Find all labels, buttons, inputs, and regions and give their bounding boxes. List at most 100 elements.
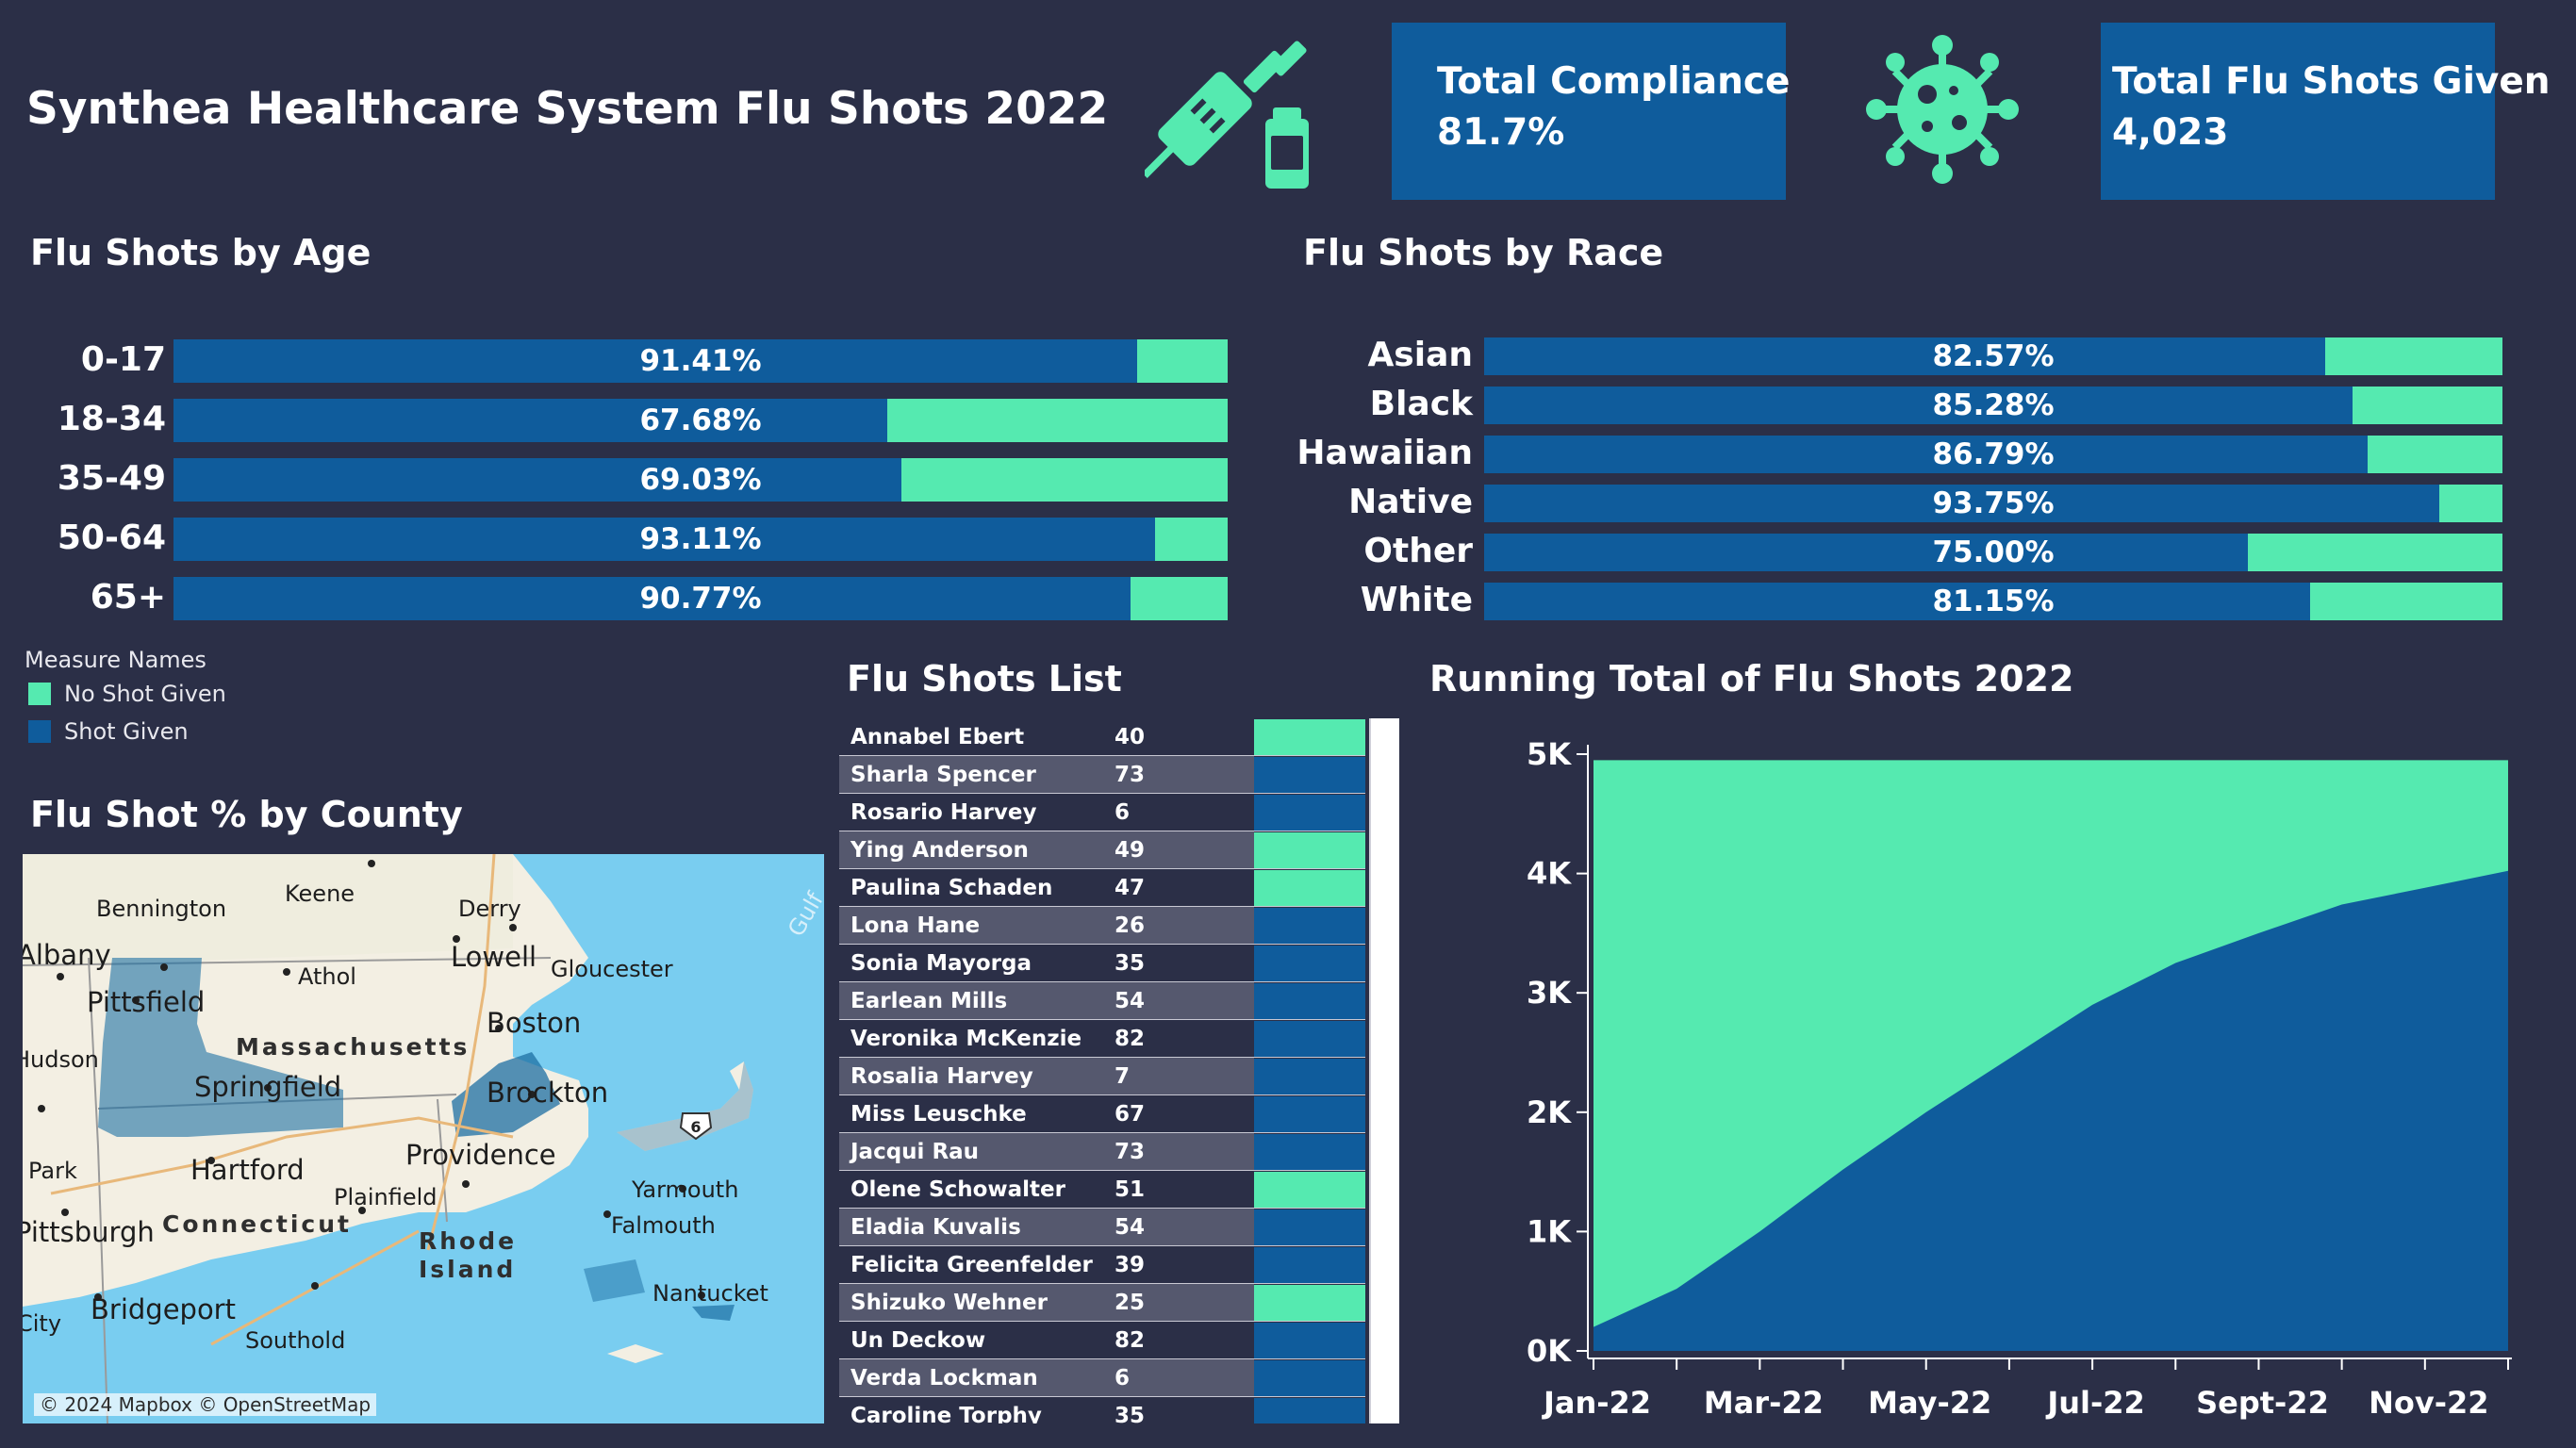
flu-shots-table[interactable]: Annabel Ebert 40 Sharla Spencer 73 Rosario H… — [839, 718, 1401, 1423]
map-label-park: Park — [28, 1158, 77, 1184]
map-label-keene: Keene — [285, 880, 355, 907]
county-dukes[interactable] — [584, 1259, 645, 1302]
patient-name: Miss Leuschke — [850, 1102, 1027, 1127]
table-row[interactable]: Eladia Kuvalis 54 — [839, 1209, 1401, 1246]
bar-no-shot-given[interactable]: 90.77% — [173, 577, 1228, 620]
shot-given-cell — [1254, 1360, 1365, 1396]
bar-no-shot-given[interactable]: 91.41% — [173, 339, 1228, 383]
county-barnstable[interactable] — [617, 1061, 753, 1151]
row-divider — [839, 1358, 1365, 1359]
bar-value-label: 75.00% — [1932, 535, 2055, 569]
table-row[interactable]: Earlean Mills 54 — [839, 982, 1401, 1020]
bar-no-shot-given[interactable]: 86.79% — [1484, 436, 2502, 473]
table-row[interactable]: Lona Hane 26 — [839, 907, 1401, 945]
y-tick-label: 1K — [1527, 1213, 1572, 1249]
x-tick-label: Jul-22 — [2045, 1385, 2144, 1421]
patient-name: Rosario Harvey — [850, 800, 1037, 825]
bar-shot-given[interactable] — [1484, 337, 2325, 375]
row-divider — [839, 1396, 1365, 1397]
bar-no-shot-given[interactable]: 85.28% — [1484, 387, 2502, 424]
legend-swatch-shot-given — [28, 720, 51, 743]
table-row[interactable]: Olene Schowalter 51 — [839, 1171, 1401, 1209]
table-row[interactable]: Annabel Ebert 40 — [839, 718, 1401, 756]
map-label-yarmouth: Yarmouth — [632, 1176, 739, 1203]
county-map[interactable]: 6 Bennington Keene Derry Albany Lowell G… — [23, 854, 824, 1423]
patient-age: 54 — [1115, 989, 1146, 1013]
bar-shot-given[interactable] — [173, 339, 1137, 383]
bar-no-shot-given[interactable]: 81.15% — [1484, 583, 2502, 620]
virus-icon — [1866, 35, 2019, 184]
legend-item-no-shot: No Shot Given — [64, 681, 226, 707]
bar-shot-given[interactable] — [1484, 387, 2353, 424]
table-row[interactable]: Rosario Harvey 6 — [839, 794, 1401, 831]
patient-name: Olene Schowalter — [850, 1177, 1065, 1202]
table-row-background — [839, 1133, 1254, 1171]
map-label-athol: Athol — [298, 963, 356, 990]
legend-swatch-no-shot — [28, 683, 51, 705]
table-row[interactable]: Sonia Mayorga 35 — [839, 945, 1401, 982]
table-row[interactable]: Sharla Spencer 73 — [839, 756, 1401, 794]
bar-category-label: 35-49 — [57, 459, 166, 498]
area-shot-given[interactable] — [1593, 870, 2508, 1351]
bar-shot-given[interactable] — [173, 518, 1155, 561]
table-row[interactable]: Veronika McKenzie 82 — [839, 1020, 1401, 1058]
row-divider — [839, 755, 1365, 756]
table-row[interactable]: Ying Anderson 49 — [839, 831, 1401, 869]
bar-no-shot-given[interactable]: 82.57% — [1484, 337, 2502, 375]
table-row[interactable]: Rosalia Harvey 7 — [839, 1058, 1401, 1095]
legend: No Shot Given Shot Given — [28, 681, 311, 756]
bar-value-label: 90.77% — [639, 582, 762, 616]
shot-given-cell — [1254, 1134, 1365, 1170]
table-row-background — [839, 1397, 1254, 1423]
table-row[interactable]: Jacqui Rau 73 — [839, 1133, 1401, 1171]
bar-no-shot-given[interactable]: 69.03% — [173, 458, 1228, 502]
bar-shot-given[interactable] — [1484, 583, 2311, 620]
bar-shot-given[interactable] — [1484, 436, 2369, 473]
bar-category-label: Hawaiian — [1296, 434, 1473, 472]
shot-given-cell — [1254, 908, 1365, 944]
county-nantucket[interactable] — [692, 1305, 735, 1321]
bar-shot-given[interactable] — [1484, 485, 2439, 522]
patient-age: 26 — [1115, 913, 1146, 938]
county-berkshire-hampden[interactable] — [98, 958, 343, 1137]
patient-name: Felicita Greenfelder — [850, 1253, 1093, 1277]
patient-age: 51 — [1115, 1177, 1146, 1202]
table-row[interactable]: Miss Leuschke 67 — [839, 1095, 1401, 1133]
bar-category-label: Black — [1369, 385, 1473, 423]
total-compliance-label: Total Compliance — [1437, 60, 1791, 103]
bar-no-shot-given[interactable]: 67.68% — [173, 399, 1228, 442]
y-tick-label: 2K — [1527, 1094, 1572, 1130]
table-row-background — [839, 1322, 1254, 1359]
table-row[interactable]: Verda Lockman 6 — [839, 1359, 1401, 1397]
no-shot-given-cell — [1254, 1172, 1365, 1208]
patient-name: Jacqui Rau — [850, 1140, 980, 1164]
legend-title: Measure Names — [25, 647, 206, 673]
county-plymouth[interactable] — [452, 1052, 560, 1137]
table-row[interactable]: Un Deckow 82 — [839, 1322, 1401, 1359]
patient-age: 35 — [1115, 951, 1146, 976]
table-row-background — [839, 756, 1254, 794]
shot-given-cell — [1254, 1209, 1365, 1245]
bar-value-label: 93.75% — [1932, 486, 2055, 520]
total-flu-shots-card: Total Flu Shots Given 4,023 — [2101, 23, 2551, 200]
table-row[interactable]: Paulina Schaden 47 — [839, 869, 1401, 907]
row-divider — [839, 944, 1365, 945]
no-shot-given-cell — [1254, 870, 1365, 906]
patient-age: 73 — [1115, 1140, 1146, 1164]
table-row[interactable]: Felicita Greenfelder 39 — [839, 1246, 1401, 1284]
bar-no-shot-given[interactable]: 93.11% — [173, 518, 1228, 561]
bar-category-label: 50-64 — [57, 518, 166, 557]
bar-shot-given[interactable] — [173, 399, 887, 442]
bar-shot-given[interactable] — [173, 458, 901, 502]
bar-no-shot-given[interactable]: 75.00% — [1484, 534, 2502, 571]
bar-shot-given[interactable] — [173, 577, 1131, 620]
table-row-background — [839, 982, 1254, 1020]
bar-shot-given[interactable] — [1484, 534, 2248, 571]
table-row-background — [839, 1284, 1254, 1322]
table-row[interactable]: Caroline Torphy 35 — [839, 1397, 1401, 1423]
row-divider — [839, 1283, 1365, 1284]
bar-no-shot-given[interactable]: 93.75% — [1484, 485, 2502, 522]
shot-given-cell — [1254, 946, 1365, 981]
table-scrollbar[interactable] — [1369, 718, 1399, 1423]
table-row[interactable]: Shizuko Wehner 25 — [839, 1284, 1401, 1322]
